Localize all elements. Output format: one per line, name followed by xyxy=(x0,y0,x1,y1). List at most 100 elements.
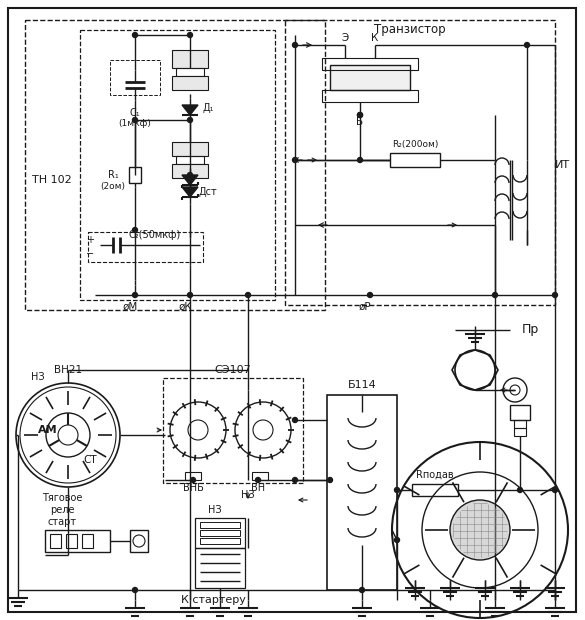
Text: СТ: СТ xyxy=(83,455,97,465)
Bar xyxy=(50,534,61,548)
Text: Rподав: Rподав xyxy=(416,470,454,480)
Text: Транзистор: Транзистор xyxy=(374,24,446,37)
Circle shape xyxy=(367,293,373,298)
Bar xyxy=(176,68,204,76)
Text: АМ: АМ xyxy=(38,425,58,435)
Circle shape xyxy=(246,293,250,298)
Bar xyxy=(322,58,418,70)
Text: Д₁: Д₁ xyxy=(202,103,214,113)
Text: øК: øК xyxy=(178,302,192,312)
Bar xyxy=(514,428,526,436)
Text: C₂(50мкф): C₂(50мкф) xyxy=(129,230,181,240)
Circle shape xyxy=(328,477,332,482)
Bar xyxy=(285,20,555,305)
Bar xyxy=(327,395,397,590)
Text: Э: Э xyxy=(342,33,349,43)
Bar xyxy=(130,530,148,552)
Text: Тяговое
реле
старт: Тяговое реле старт xyxy=(42,494,82,526)
Text: Дст: Дст xyxy=(199,187,218,197)
Text: К стартеру: К стартеру xyxy=(181,595,246,605)
Text: К: К xyxy=(371,33,378,43)
Circle shape xyxy=(132,118,137,123)
Circle shape xyxy=(552,293,558,298)
Bar xyxy=(322,90,418,102)
Circle shape xyxy=(292,417,298,422)
Text: Б: Б xyxy=(356,117,363,127)
Bar xyxy=(172,76,208,90)
Bar xyxy=(200,530,240,536)
Circle shape xyxy=(188,172,192,177)
Bar xyxy=(390,153,440,167)
Text: НЗ: НЗ xyxy=(31,372,45,382)
Polygon shape xyxy=(182,187,198,197)
Circle shape xyxy=(357,112,363,118)
Bar xyxy=(195,518,245,548)
Circle shape xyxy=(518,487,522,492)
Polygon shape xyxy=(182,175,198,185)
Bar xyxy=(510,405,530,420)
Polygon shape xyxy=(182,105,198,115)
Bar xyxy=(176,156,204,164)
Circle shape xyxy=(191,477,195,482)
Bar xyxy=(412,484,458,496)
Text: Б114: Б114 xyxy=(347,380,376,390)
Bar xyxy=(110,60,160,95)
Text: −: − xyxy=(86,249,94,259)
Bar xyxy=(200,538,240,544)
Text: R₂(200ом): R₂(200ом) xyxy=(392,140,438,149)
Bar xyxy=(82,534,93,548)
Bar xyxy=(200,522,240,528)
Circle shape xyxy=(132,293,137,298)
Circle shape xyxy=(292,157,298,162)
Circle shape xyxy=(188,118,192,123)
Bar xyxy=(172,50,208,68)
Circle shape xyxy=(493,293,497,298)
Circle shape xyxy=(450,500,510,560)
Text: øМ: øМ xyxy=(122,302,137,312)
Circle shape xyxy=(188,293,192,298)
Circle shape xyxy=(256,477,260,482)
Bar xyxy=(514,420,526,428)
Bar xyxy=(172,164,208,178)
Circle shape xyxy=(525,43,529,48)
Text: ВНБ: ВНБ xyxy=(183,483,204,493)
Circle shape xyxy=(132,32,137,37)
Bar xyxy=(129,167,141,183)
Text: ИТ: ИТ xyxy=(555,160,570,170)
Text: ТН 102: ТН 102 xyxy=(32,175,72,185)
Circle shape xyxy=(188,32,192,37)
Circle shape xyxy=(132,228,137,232)
Text: øР: øР xyxy=(359,302,371,312)
Bar xyxy=(88,232,203,262)
Circle shape xyxy=(132,588,137,593)
Bar xyxy=(252,472,268,480)
Bar xyxy=(185,472,201,480)
Bar xyxy=(25,20,325,310)
Text: СЭ107: СЭ107 xyxy=(215,365,252,375)
Bar xyxy=(172,142,208,156)
Text: НЗ: НЗ xyxy=(241,490,255,500)
Bar xyxy=(330,65,410,90)
Bar xyxy=(66,534,77,548)
Bar xyxy=(163,378,303,483)
Circle shape xyxy=(552,487,558,492)
Circle shape xyxy=(292,43,298,48)
Text: ВН: ВН xyxy=(251,483,265,493)
Bar xyxy=(80,30,275,300)
Text: НЗ: НЗ xyxy=(208,505,222,515)
Bar xyxy=(195,548,245,588)
Text: (1мкф): (1мкф) xyxy=(119,118,152,128)
Circle shape xyxy=(360,588,364,593)
Circle shape xyxy=(394,538,400,542)
Circle shape xyxy=(292,477,298,482)
Text: C₁: C₁ xyxy=(130,108,140,118)
Circle shape xyxy=(357,157,363,162)
Circle shape xyxy=(357,112,363,118)
Text: (2ом): (2ом) xyxy=(101,182,126,192)
Text: ВН21: ВН21 xyxy=(54,365,82,375)
Text: Пр: Пр xyxy=(521,324,539,337)
Bar xyxy=(45,530,110,552)
Text: R₁: R₁ xyxy=(108,170,118,180)
Text: +: + xyxy=(86,235,94,245)
Circle shape xyxy=(394,487,400,492)
